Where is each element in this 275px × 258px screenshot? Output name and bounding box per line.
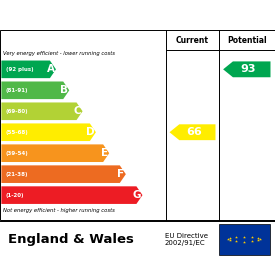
Text: B: B <box>60 85 68 95</box>
Polygon shape <box>1 144 109 162</box>
Polygon shape <box>169 124 216 140</box>
Text: (69-80): (69-80) <box>6 109 28 114</box>
Text: C: C <box>74 106 81 116</box>
Text: (21-38): (21-38) <box>6 172 28 177</box>
Text: 66: 66 <box>186 127 202 137</box>
Text: G: G <box>133 190 141 200</box>
Text: Potential: Potential <box>227 36 267 45</box>
Text: F: F <box>117 169 125 179</box>
Text: (1-20): (1-20) <box>6 193 24 198</box>
Text: England & Wales: England & Wales <box>8 233 134 246</box>
Polygon shape <box>1 165 126 183</box>
Text: (39-54): (39-54) <box>6 151 28 156</box>
Text: (92 plus): (92 plus) <box>6 67 33 72</box>
Text: (55-68): (55-68) <box>6 130 28 135</box>
Text: Energy Efficiency Rating: Energy Efficiency Rating <box>36 8 239 23</box>
Text: EU Directive
2002/91/EC: EU Directive 2002/91/EC <box>165 233 208 246</box>
Text: E: E <box>101 148 108 158</box>
Bar <box>219 224 270 255</box>
Polygon shape <box>1 61 56 78</box>
Text: 93: 93 <box>240 64 256 74</box>
Polygon shape <box>1 82 69 99</box>
Polygon shape <box>1 102 82 120</box>
Polygon shape <box>223 61 271 77</box>
Polygon shape <box>1 186 142 204</box>
Text: (81-91): (81-91) <box>6 88 28 93</box>
Text: Current: Current <box>176 36 209 45</box>
Text: Very energy efficient - lower running costs: Very energy efficient - lower running co… <box>3 51 115 56</box>
Text: D: D <box>86 127 95 137</box>
Text: A: A <box>46 64 54 74</box>
Polygon shape <box>1 123 96 141</box>
Text: Not energy efficient - higher running costs: Not energy efficient - higher running co… <box>3 207 115 213</box>
